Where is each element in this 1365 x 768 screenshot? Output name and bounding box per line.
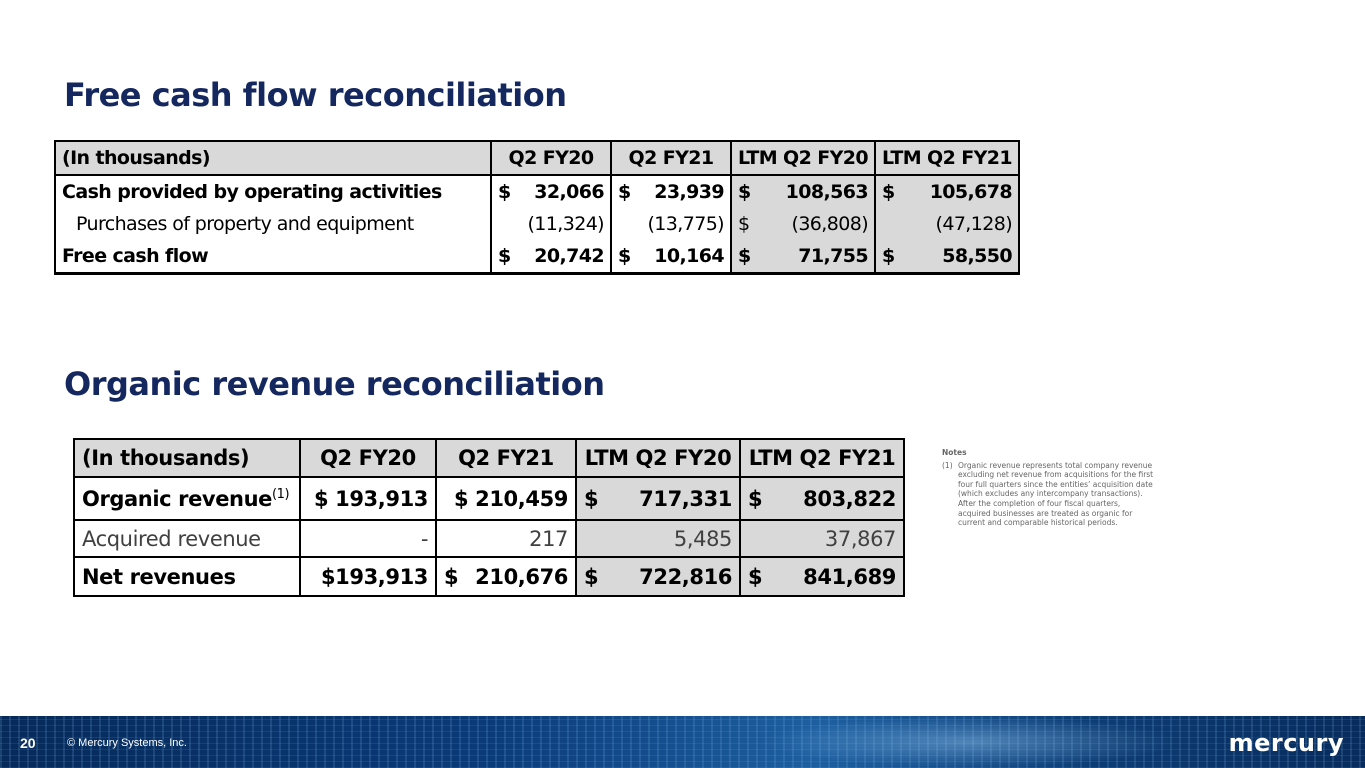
header-cell: (In thousands) — [54, 140, 492, 176]
value-cell: 217 — [529, 526, 568, 551]
table-row: Free cash flow $20,742 $10,164 $71,755 $… — [54, 240, 1021, 275]
value-cell: 722,816 — [639, 564, 732, 589]
currency-symbol: $ — [444, 564, 459, 589]
currency-symbol: $ — [748, 486, 763, 511]
value-cell: - — [420, 526, 429, 551]
currency-symbol: $ — [738, 213, 750, 235]
organic-revenue-table: (In thousands) Q2 FY20 Q2 FY21 LTM Q2 FY… — [73, 438, 905, 597]
header-cell: LTM Q2 FY20 — [575, 438, 741, 478]
value-cell: 803,822 — [803, 486, 896, 511]
note-number: (1) — [942, 460, 953, 470]
copyright: © Mercury Systems, Inc. — [67, 737, 187, 749]
value-cell: 58,550 — [942, 245, 1013, 267]
row-label: Net revenues — [73, 556, 301, 597]
currency-symbol: $ — [748, 564, 763, 589]
header-cell: LTM Q2 FY21 — [874, 140, 1021, 176]
header-cell: Q2 FY20 — [299, 438, 437, 478]
table-row: Acquired revenue - 217 5,485 37,867 — [73, 519, 905, 558]
header-cell: Q2 FY21 — [610, 140, 732, 176]
mercury-logo: mercury — [1228, 729, 1344, 757]
row-label: Organic revenue(1) — [73, 476, 301, 521]
header-cell: LTM Q2 FY21 — [739, 438, 905, 478]
table-row: Organic revenue(1) $ 193,913 $ 210,459 $… — [73, 476, 905, 521]
table-row: Cash provided by operating activities $3… — [54, 175, 1021, 208]
currency-symbol: $ — [498, 181, 511, 203]
value-cell: 10,164 — [654, 245, 724, 267]
footer-texture — [760, 716, 1180, 768]
value-cell: 717,331 — [639, 486, 732, 511]
footnote-marker: (1) — [272, 486, 290, 502]
value-cell: $ 193,913 — [314, 486, 428, 511]
footnotes: Notes (1) Organic revenue represents tot… — [942, 448, 1154, 528]
value-cell: (47,128) — [935, 213, 1013, 235]
header-cell: Q2 FY21 — [435, 438, 577, 478]
currency-symbol: $ — [738, 245, 751, 267]
value-cell: 32,066 — [534, 181, 604, 203]
currency-symbol: $ — [882, 245, 895, 267]
value-cell: 108,563 — [785, 181, 869, 203]
value-cell: (36,808) — [791, 213, 869, 235]
page-number: 20 — [20, 735, 36, 751]
value-cell: 20,742 — [534, 245, 604, 267]
row-label: Free cash flow — [54, 240, 492, 275]
value-cell: 5,485 — [673, 526, 733, 551]
row-label: Purchases of property and equipment — [54, 208, 492, 240]
table-row: Purchases of property and equipment (11,… — [54, 208, 1021, 240]
row-label: Cash provided by operating activities — [54, 175, 492, 208]
free-cash-flow-table: (In thousands) Q2 FY20 Q2 FY21 LTM Q2 FY… — [54, 140, 1021, 275]
value-cell: 37,867 — [824, 526, 896, 551]
value-cell: $193,913 — [320, 564, 428, 589]
currency-symbol: $ — [584, 564, 599, 589]
value-cell: $ 210,459 — [454, 486, 568, 511]
value-cell: 71,755 — [798, 245, 869, 267]
table-header-row: (In thousands) Q2 FY20 Q2 FY21 LTM Q2 FY… — [73, 438, 905, 478]
currency-symbol: $ — [618, 245, 631, 267]
currency-symbol: $ — [618, 181, 631, 203]
value-cell: (11,324) — [527, 213, 604, 235]
header-cell: (In thousands) — [73, 438, 301, 478]
organic-title: Organic revenue reconciliation — [64, 365, 605, 403]
currency-symbol: $ — [584, 486, 599, 511]
table-row: Net revenues $193,913 $210,676 $722,816 … — [73, 556, 905, 597]
header-cell: LTM Q2 FY20 — [729, 140, 877, 176]
currency-symbol: $ — [738, 181, 751, 203]
value-cell: 105,678 — [929, 181, 1013, 203]
value-cell: 841,689 — [803, 564, 896, 589]
currency-symbol: $ — [882, 181, 895, 203]
row-label: Acquired revenue — [73, 519, 301, 558]
notes-heading: Notes — [942, 448, 967, 457]
value-cell: 210,676 — [475, 564, 568, 589]
note-text: Organic revenue represents total company… — [958, 460, 1154, 528]
table-header-row: (In thousands) Q2 FY20 Q2 FY21 LTM Q2 FY… — [54, 140, 1021, 176]
header-cell: Q2 FY20 — [490, 140, 612, 176]
value-cell: (13,775) — [647, 213, 724, 235]
footer-bar: 20 © Mercury Systems, Inc. mercury — [0, 716, 1365, 768]
currency-symbol: $ — [498, 245, 511, 267]
value-cell: 23,939 — [654, 181, 724, 203]
note-item: (1) Organic revenue represents total com… — [942, 461, 1154, 528]
fcf-title: Free cash flow reconciliation — [64, 76, 567, 114]
